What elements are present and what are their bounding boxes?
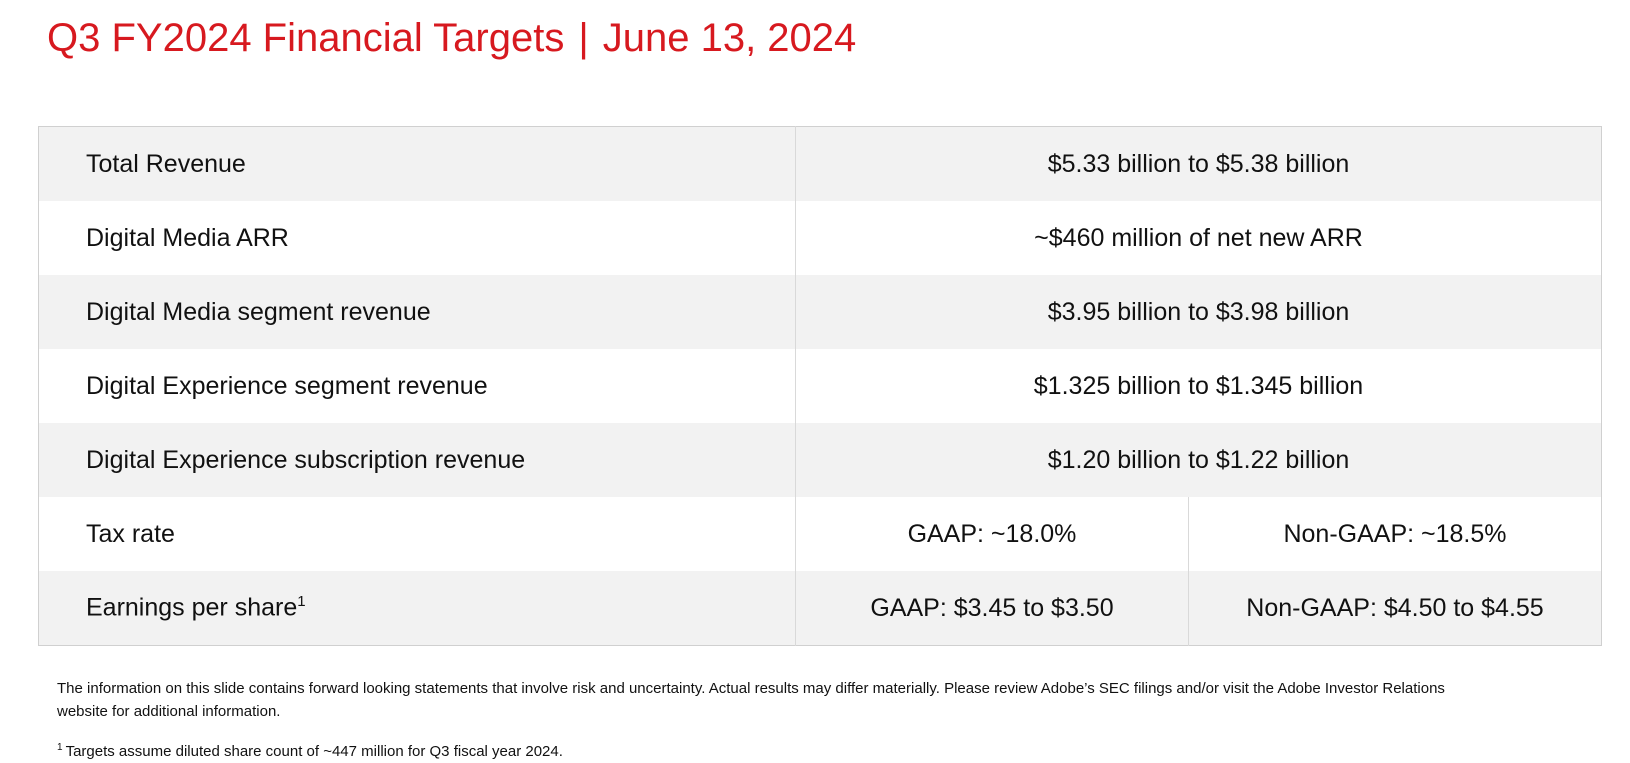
row-label: Digital Media segment revenue [39,275,796,349]
row-value: $5.33 billion to $5.38 billion [795,126,1602,201]
row-value: GAAP: ~18.0% [795,497,1189,571]
label-text: Digital Experience segment revenue [86,371,488,400]
row-label: Tax rate [39,497,796,571]
label-text: Tax rate [86,519,175,548]
disclaimer: The information on this slide contains f… [57,680,1445,720]
date: June 13, 2024 [602,16,857,60]
footnote-marker: 1 [57,742,63,753]
targets-table: Total Revenue $5.33 billion to $5.38 bill… [38,126,1602,646]
title: Q3 FY2024 Financial Targets | June 13, 202… [47,16,870,61]
table-row: Digital Media ARR ~$460 million of net ne… [39,201,1602,275]
label-text: Digital Media ARR [86,223,289,252]
row-label: Digital Media ARR [39,201,796,275]
footnote: 1 Targets assume diluted share count of ~… [57,742,563,760]
table-row: Earnings per share1 GAAP: $3.45 to $3.50 N… [38,571,1602,646]
title-text: Q3 FY2024 Financial Targets [47,16,565,60]
table-row: Digital Experience subscription revenue $… [38,423,1602,497]
separator: | [578,16,589,60]
row-value: GAAP: $3.45 to $3.50 [795,571,1189,646]
table-row: Total Revenue $5.33 billion to $5.38 bill… [38,126,1602,202]
footnote-text: Targets assume diluted share count of ~4… [65,743,563,760]
row-value: Non-GAAP: ~18.5% [1188,497,1602,571]
row-value: ~$460 million of net new ARR [795,201,1602,275]
row-label: Digital Experience subscription revenue [39,423,796,497]
row-value: Non-GAAP: $4.50 to $4.55 [1188,571,1602,646]
label-text: Earnings per share [86,593,298,622]
row-label: Earnings per share1 [39,571,796,646]
row-label: Digital Experience segment revenue [39,349,796,423]
row-label: Total Revenue [39,127,796,202]
table-row: Digital Experience segment revenue $1.325… [39,349,1602,423]
table-row: Digital Media segment revenue $3.95 billi… [38,275,1602,349]
table-row: Tax rate GAAP: ~18.0% Non-GAAP: ~18.5% [39,497,1602,571]
row-value: $1.325 billion to $1.345 billion [795,349,1602,423]
label-text: Digital Experience subscription revenue [86,445,526,474]
footnote-marker: 1 [297,593,306,611]
row-value: $1.20 billion to $1.22 billion [795,423,1602,497]
row-value: $3.95 billion to $3.98 billion [795,275,1602,349]
label-text: Total Revenue [86,149,246,178]
label-text: Digital Media segment revenue [86,297,431,326]
